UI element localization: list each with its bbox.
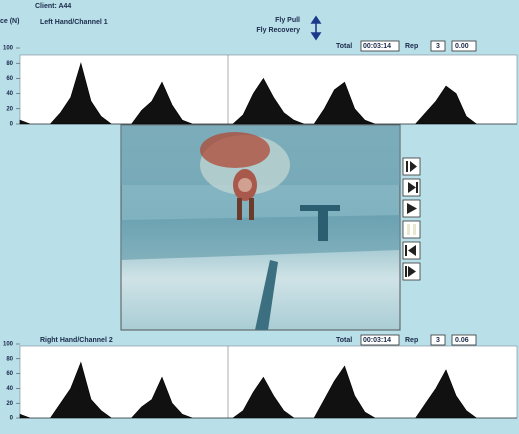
legend-recovery: Fly Recovery — [256, 27, 300, 34]
y-tick-label: 80 — [6, 61, 13, 67]
y-tick-label: 0 — [10, 122, 14, 128]
total-label: Total — [336, 43, 352, 50]
legend-pull: Fly Pull — [275, 17, 300, 24]
y-tick-label: 40 — [6, 91, 13, 97]
playback-controls — [403, 158, 420, 280]
y-tick-label: 60 — [6, 76, 13, 82]
play-button[interactable] — [403, 200, 420, 217]
total-value: 00:03:14 — [363, 43, 391, 50]
total-label: Total — [336, 337, 352, 344]
value-field: 0.06 — [455, 337, 469, 344]
rep-label: Rep — [405, 337, 418, 344]
step-forward-button[interactable] — [403, 179, 420, 196]
axis-label: ce (N) — [0, 18, 19, 25]
pause-button[interactable] — [403, 221, 420, 238]
app-window: Client: A44 ce (N) Fly Pull Fly Recovery… — [0, 0, 519, 434]
rep-value: 3 — [436, 337, 440, 344]
value-field: 0.00 — [455, 43, 469, 50]
legend-arrow-icon — [312, 17, 320, 39]
video-frame — [121, 125, 400, 330]
y-tick-label: 0 — [10, 416, 14, 422]
y-tick-label: 100 — [3, 342, 14, 348]
rewind-start-button[interactable] — [403, 158, 420, 175]
rep-label: Rep — [405, 43, 418, 50]
y-tick-label: 100 — [3, 46, 14, 52]
step-back-button[interactable] — [403, 242, 420, 259]
client-label: Client: A44 — [35, 3, 71, 10]
y-tick-label: 80 — [6, 356, 13, 362]
y-tick-label: 20 — [6, 401, 13, 407]
channel-label: Right Hand/Channel 2 — [40, 337, 113, 344]
total-value: 00:03:14 — [363, 337, 391, 344]
y-tick-label: 40 — [6, 386, 13, 392]
rep-value: 3 — [436, 43, 440, 50]
fast-forward-button[interactable] — [403, 263, 420, 280]
y-tick-label: 20 — [6, 106, 13, 112]
channel-label: Left Hand/Channel 1 — [40, 19, 108, 26]
y-tick-label: 60 — [6, 371, 13, 377]
